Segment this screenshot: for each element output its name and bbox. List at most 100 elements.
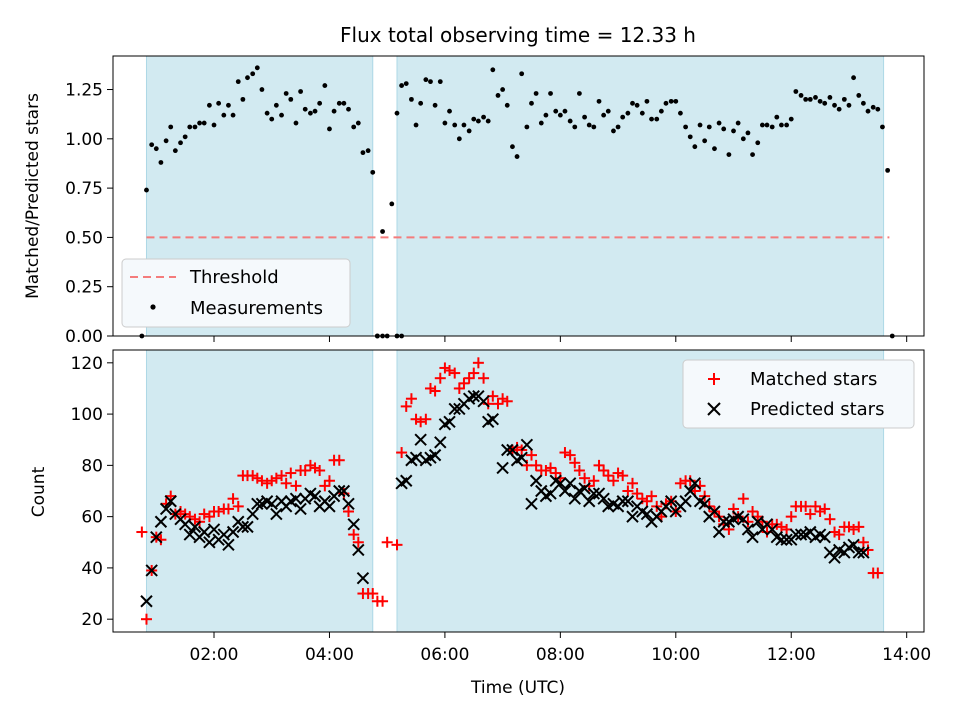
predicted-marker-stroke [794,528,808,541]
matched-star-marker [400,400,412,412]
matched-star-marker [405,393,417,405]
predicted-star-markers [140,389,870,608]
predicted-star-marker [765,523,779,536]
measurement-point [206,102,212,108]
top-y-axis-label: Matched/Predicted stars [23,93,43,299]
measurement-point [389,201,395,207]
predicted-marker-stroke [857,546,870,559]
measurement-point [620,114,626,120]
measurement-point [784,122,790,128]
measurement-point [192,124,198,130]
measurement-point [216,100,222,106]
measurement-point [221,112,227,118]
matched-star-marker [299,464,311,476]
predicted-marker-stroke [563,477,577,490]
predicted-star-marker [506,443,519,457]
predicted-star-marker [294,502,307,516]
predicted-marker-stroke [217,528,231,541]
matched-star-marker [684,475,696,487]
measurement-point [557,112,563,118]
predicted-marker-stroke [832,543,846,557]
measurement-point [481,114,486,120]
predicted-star-marker [289,492,303,505]
predicted-star-marker [159,502,173,516]
predicted-marker-stroke [828,551,841,564]
matched-star-marker [579,472,591,484]
matched-star-marker [136,526,148,538]
measurement-point [822,100,828,106]
measurement-point [807,96,813,102]
top-ytick-label: 0.50 [65,228,103,248]
measurement-point [630,100,635,106]
matched-star-marker [367,588,379,600]
top-axes-frame [112,55,925,337]
predicted-marker-stroke [428,448,442,462]
measurement-point [302,106,308,112]
measurement-point [740,136,746,142]
matched-star-marker [160,498,172,510]
measurement-point [779,122,784,128]
predicted-star-marker [525,497,538,511]
matched-star-marker [824,513,836,525]
predicted-marker-stroke [607,497,620,511]
matched-star-marker [569,457,581,469]
matched-star-marker [853,521,865,533]
measurement-point [259,87,265,92]
matched-star-marker [545,462,557,474]
measurement-point [490,67,496,73]
predicted-star-marker [477,395,490,408]
predicted-marker-stroke [226,525,240,539]
legend-predicted-swatch [707,402,721,416]
predicted-marker-stroke [751,515,764,528]
predicted-marker-stroke [188,520,202,534]
matched-star-marker [617,470,629,482]
predicted-marker-stroke [616,495,629,508]
predicted-star-marker [178,518,192,531]
predicted-marker-stroke [621,495,635,508]
predicted-star-marker [554,477,567,490]
predicted-star-marker [164,495,177,508]
matched-star-marker [276,470,288,482]
predicted-star-marker [751,515,764,528]
measurement-point [712,146,717,152]
measurement-point [519,71,525,77]
matched-star-marker [530,459,542,471]
predicted-marker-stroke [746,530,759,544]
predicted-marker-stroke [347,518,360,531]
predicted-marker-stroke [467,389,480,403]
measurement-point [726,152,732,157]
predicted-marker-stroke [222,538,235,552]
matched-star-marker [627,477,639,489]
predicted-marker-stroke [207,523,221,536]
ratio-panel: 0.00 0.25 0.50 0.75 1.00 1.25 Matched/Predict… [23,55,925,347]
measurement-point [254,65,260,71]
predicted-marker-stroke [443,415,456,428]
measurement-point [341,100,347,106]
bottom-ytick-label: 120 [71,354,103,374]
top-ytick-label: 0.75 [65,179,103,199]
predicted-marker-stroke [352,543,365,557]
predicted-marker-stroke [203,536,216,549]
matched-star-marker [198,508,210,520]
predicted-star-marker [246,507,259,521]
measurement-point [293,120,299,126]
measurement-point [658,108,664,114]
matched-star-marker [377,595,389,607]
matched-star-marker [415,416,427,428]
predicted-marker-stroke [197,525,211,539]
predicted-marker-stroke [818,530,831,544]
predicted-marker-stroke [477,395,490,408]
measurement-point [514,154,520,159]
measurement-point [865,108,871,114]
measurement-point [596,98,602,104]
predicted-marker-stroke [549,474,562,487]
measurement-point [423,77,429,83]
predicted-star-marker [597,492,610,505]
matched-star-marker [833,529,845,541]
measurement-point [615,124,621,130]
predicted-star-marker [626,510,639,523]
matched-star-marker [285,467,297,479]
predicted-marker-stroke [698,497,711,511]
predicted-marker-stroke [164,495,177,508]
